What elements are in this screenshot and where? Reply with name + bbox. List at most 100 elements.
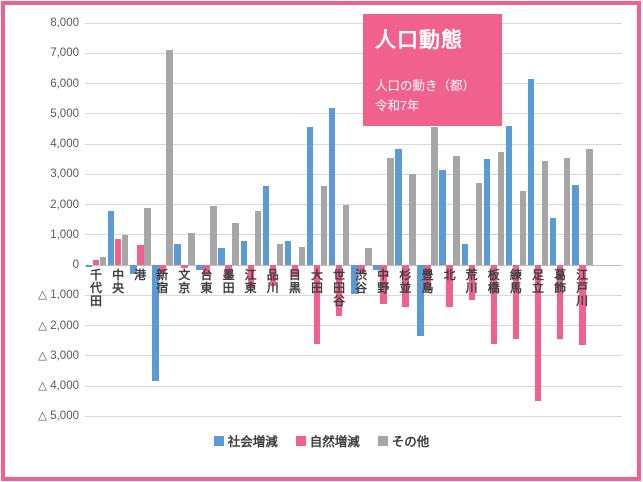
bar-自然増減-新宿 <box>159 265 166 273</box>
bar-その他-文京 <box>188 233 195 265</box>
y-axis-tick-label: 0 <box>72 259 79 271</box>
bar-その他-港 <box>144 207 151 265</box>
x-axis-label-杉並: 杉 並 <box>399 268 412 295</box>
bar-社会増減-台東 <box>196 265 203 270</box>
gridline <box>85 143 622 145</box>
bar-その他-中野 <box>387 157 394 265</box>
bar-自然増減-千代田 <box>92 260 100 265</box>
x-axis-label-千代田: 千 代 田 <box>89 268 102 308</box>
y-axis-tick-label: 7,000 <box>50 47 79 60</box>
y-axis-tick-label: 4,000 <box>50 138 79 150</box>
gridline <box>85 415 622 417</box>
y-axis-tick-label: 2,000 <box>50 198 79 211</box>
bar-社会増減-新宿 <box>152 265 159 382</box>
bar-その他-目黒 <box>298 246 306 265</box>
bar-自然増減-北 <box>446 265 453 308</box>
bar-その他-千代田 <box>99 256 107 265</box>
bar-その他-板橋 <box>497 151 505 265</box>
gridline <box>85 113 622 115</box>
bar-社会増減-千代田 <box>85 265 93 267</box>
bar-社会増減-葛飾 <box>549 218 557 265</box>
legend-swatch-natural-icon <box>295 435 306 446</box>
x-axis-label-江東: 江 東 <box>244 268 257 295</box>
x-axis-label-目黒: 目 黒 <box>288 268 301 295</box>
bar-その他-荒川 <box>475 183 482 265</box>
x-axis-label-中央: 中 央 <box>112 268 125 295</box>
gridline <box>85 52 622 54</box>
bar-その他-品川 <box>276 243 284 265</box>
x-axis-label-葛飾: 葛 飾 <box>554 268 567 295</box>
x-axis-label-板橋: 板 橋 <box>487 268 500 295</box>
legend-item-natural: 自然増減 <box>295 431 360 450</box>
x-axis-label-中野: 中 野 <box>377 268 390 295</box>
x-axis-label-荒川: 荒 川 <box>465 268 478 295</box>
legend-item-other: その他 <box>377 431 430 450</box>
x-axis-label-北: 北 <box>443 268 456 282</box>
y-axis-tick-label: 6,000 <box>50 77 79 90</box>
bar-その他-世田谷 <box>342 204 350 265</box>
x-axis-label-品川: 品 川 <box>266 268 279 295</box>
bar-社会増減-目黒 <box>284 240 292 265</box>
bar-その他-江戸川 <box>586 148 593 265</box>
bar-自然増減-世田谷 <box>335 265 343 317</box>
bar-自然増減-杉並 <box>402 265 409 308</box>
bar-自然増減-江戸川 <box>579 265 586 346</box>
bar-その他-豊島 <box>431 127 438 265</box>
bar-その他-葛飾 <box>563 157 571 265</box>
bar-自然増減-目黒 <box>291 265 299 278</box>
bar-社会増減-板橋 <box>483 159 491 265</box>
x-axis-label-大田: 大 田 <box>310 268 323 295</box>
legend-item-social: 社会増減 <box>213 431 278 450</box>
bar-その他-中央 <box>121 234 129 265</box>
bar-その他-新宿 <box>166 50 173 265</box>
bar-自然増減-中野 <box>380 265 387 305</box>
chart-subtitle-line2: 令和7年 <box>375 99 420 113</box>
x-axis-label-台東: 台 東 <box>200 268 213 295</box>
bar-その他-墨田 <box>232 222 239 265</box>
bar-社会増減-江東 <box>240 240 247 265</box>
legend-label-other: その他 <box>391 435 430 449</box>
legend-label-natural: 自然増減 <box>309 435 360 449</box>
bar-社会増減-荒川 <box>461 243 468 265</box>
bar-自然増減-大田 <box>313 265 321 344</box>
bar-その他-練馬 <box>519 190 527 265</box>
bar-社会増減-中野 <box>373 265 380 270</box>
bar-自然増減-豊島 <box>424 265 431 291</box>
bar-社会増減-練馬 <box>505 125 513 265</box>
bar-自然増減-江東 <box>247 265 254 288</box>
chart-subtitle: 人口の動き（都） 令和7年 <box>375 76 490 116</box>
y-axis-tick-label: 8,000 <box>50 17 79 29</box>
bar-その他-杉並 <box>409 174 416 265</box>
bar-社会増減-渋谷 <box>351 265 358 294</box>
gridline <box>85 83 622 84</box>
gridline <box>85 22 622 24</box>
bar-社会増減-足立 <box>527 78 535 265</box>
y-axis-tick-label: 1,000 <box>50 228 79 241</box>
legend-swatch-other-icon <box>377 435 388 446</box>
bar-その他-足立 <box>541 160 549 265</box>
gridline <box>85 355 622 357</box>
chart-title-box: 人口動態 人口の動き（都） 令和7年 <box>363 14 502 126</box>
bar-社会増減-北 <box>439 169 446 265</box>
bar-自然増減-中央 <box>114 239 122 265</box>
bar-自然増減-葛飾 <box>556 265 564 340</box>
chart-legend: 社会増減 自然増減 その他 <box>0 431 643 450</box>
bar-自然増減-渋谷 <box>358 265 365 275</box>
chart-subtitle-line1: 人口の動き（都） <box>375 79 476 93</box>
gridline <box>85 385 622 387</box>
bar-社会増減-世田谷 <box>328 107 336 265</box>
y-axis-tick-label: △ 4,000 <box>38 380 79 392</box>
gridline <box>85 204 622 205</box>
bar-社会増減-杉並 <box>395 148 402 265</box>
bar-自然増減-足立 <box>534 265 542 402</box>
gridline <box>85 294 622 296</box>
bar-自然増減-練馬 <box>512 265 520 340</box>
bar-自然増減-墨田 <box>225 265 232 281</box>
bar-その他-江東 <box>254 210 261 265</box>
bar-その他-台東 <box>210 206 217 265</box>
x-axis-label-豊島: 豊 島 <box>421 268 434 295</box>
bar-自然増減-台東 <box>203 265 210 276</box>
bar-社会増減-品川 <box>262 186 270 265</box>
bar-社会増減-中央 <box>107 210 115 265</box>
